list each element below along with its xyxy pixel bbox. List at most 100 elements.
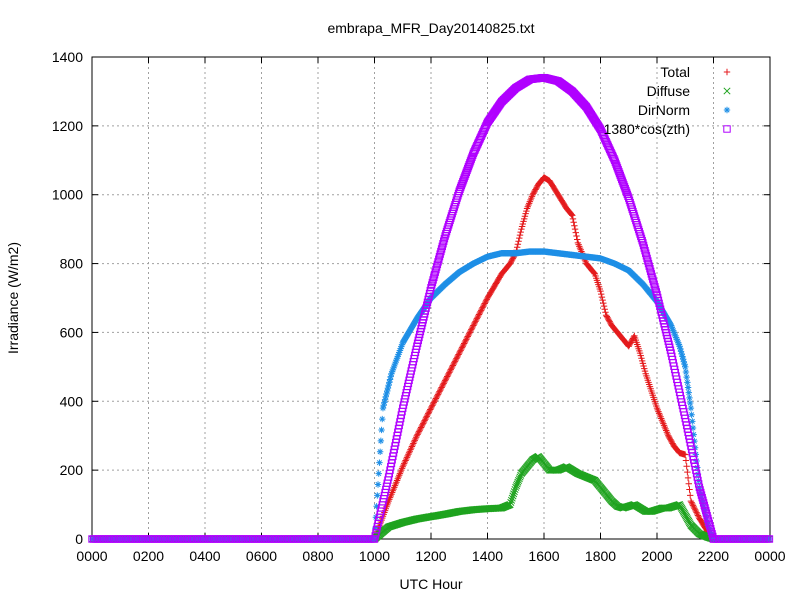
data-point bbox=[383, 390, 390, 398]
y-tick-label: 1200 bbox=[52, 118, 83, 134]
data-point bbox=[395, 351, 402, 358]
data-point bbox=[694, 510, 701, 518]
data-point bbox=[507, 496, 516, 504]
data-point bbox=[569, 212, 576, 219]
data-point bbox=[765, 535, 774, 543]
data-point bbox=[684, 379, 691, 386]
data-point bbox=[414, 431, 421, 438]
data-point bbox=[379, 404, 387, 412]
data-point bbox=[404, 452, 411, 460]
data-point bbox=[424, 411, 431, 419]
data-point bbox=[682, 368, 690, 376]
data-point bbox=[456, 185, 464, 194]
data-point bbox=[384, 384, 392, 392]
data-point bbox=[477, 308, 484, 315]
y-tick-label: 400 bbox=[60, 393, 84, 409]
data-point bbox=[674, 339, 682, 346]
data-point bbox=[396, 347, 404, 354]
data-point bbox=[645, 262, 653, 270]
data-point bbox=[706, 525, 713, 532]
data-point bbox=[394, 353, 402, 360]
data-point bbox=[461, 338, 469, 346]
data-point bbox=[376, 448, 384, 455]
data-point bbox=[458, 179, 466, 188]
data-point bbox=[461, 170, 470, 178]
data-point bbox=[388, 368, 396, 376]
data-point bbox=[480, 303, 487, 310]
data-point bbox=[690, 503, 697, 511]
data-point bbox=[637, 234, 646, 243]
data-point bbox=[441, 378, 448, 386]
data-point bbox=[391, 360, 399, 368]
data-point bbox=[679, 353, 686, 360]
data-point bbox=[702, 506, 710, 515]
data-point bbox=[392, 358, 399, 366]
x-tick-label: 0200 bbox=[133, 548, 164, 564]
data-point bbox=[465, 161, 473, 169]
data-point bbox=[689, 424, 697, 432]
data-point bbox=[699, 499, 708, 507]
data-point bbox=[384, 387, 391, 395]
data-point bbox=[650, 280, 658, 288]
data-point bbox=[439, 382, 446, 390]
data-point bbox=[601, 305, 608, 313]
data-point bbox=[697, 488, 705, 497]
data-point bbox=[704, 517, 713, 525]
data-point bbox=[432, 263, 441, 271]
data-point bbox=[398, 343, 405, 350]
data-point bbox=[692, 507, 700, 515]
data-point bbox=[639, 239, 647, 247]
data-point bbox=[454, 352, 462, 360]
data-point bbox=[680, 358, 688, 365]
data-point bbox=[642, 249, 650, 257]
x-tick-label: 0800 bbox=[302, 548, 333, 564]
data-point bbox=[691, 506, 699, 513]
data-point bbox=[428, 281, 436, 289]
data-point bbox=[687, 404, 695, 412]
data-point bbox=[457, 181, 466, 190]
data-point bbox=[402, 457, 409, 464]
legend-marker bbox=[723, 106, 731, 114]
data-point bbox=[415, 429, 422, 437]
data-point bbox=[613, 164, 622, 172]
data-point bbox=[613, 162, 621, 170]
data-point bbox=[701, 506, 708, 513]
data-point bbox=[390, 364, 397, 372]
legend-label: Diffuse bbox=[647, 83, 691, 99]
data-point bbox=[573, 232, 580, 240]
data-point bbox=[443, 374, 450, 382]
data-point bbox=[397, 345, 404, 352]
data-point bbox=[649, 277, 658, 286]
data-point bbox=[468, 325, 476, 332]
data-point bbox=[482, 297, 490, 304]
data-point bbox=[435, 252, 444, 261]
data-point bbox=[431, 268, 439, 276]
data-point bbox=[640, 244, 648, 252]
data-point bbox=[673, 336, 680, 343]
data-point bbox=[685, 480, 692, 487]
legend-marker bbox=[723, 68, 731, 76]
data-point bbox=[638, 236, 646, 245]
data-point bbox=[615, 167, 623, 176]
data-point bbox=[400, 461, 407, 469]
data-point bbox=[440, 234, 449, 243]
data-point bbox=[470, 322, 477, 329]
data-point bbox=[380, 402, 387, 409]
data-point bbox=[460, 340, 468, 347]
data-point bbox=[689, 418, 696, 425]
data-point bbox=[385, 382, 392, 389]
data-point bbox=[428, 403, 435, 410]
data-point bbox=[507, 498, 515, 506]
data-point bbox=[376, 459, 383, 466]
data-point bbox=[464, 333, 471, 340]
data-point bbox=[444, 371, 452, 379]
data-point bbox=[379, 415, 386, 423]
data-point bbox=[429, 402, 436, 409]
data-point bbox=[674, 337, 681, 345]
data-point bbox=[381, 399, 388, 406]
data-point bbox=[644, 259, 653, 268]
data-point bbox=[573, 236, 581, 243]
data-point bbox=[695, 483, 704, 492]
data-point bbox=[476, 309, 483, 317]
data-point bbox=[641, 246, 649, 255]
